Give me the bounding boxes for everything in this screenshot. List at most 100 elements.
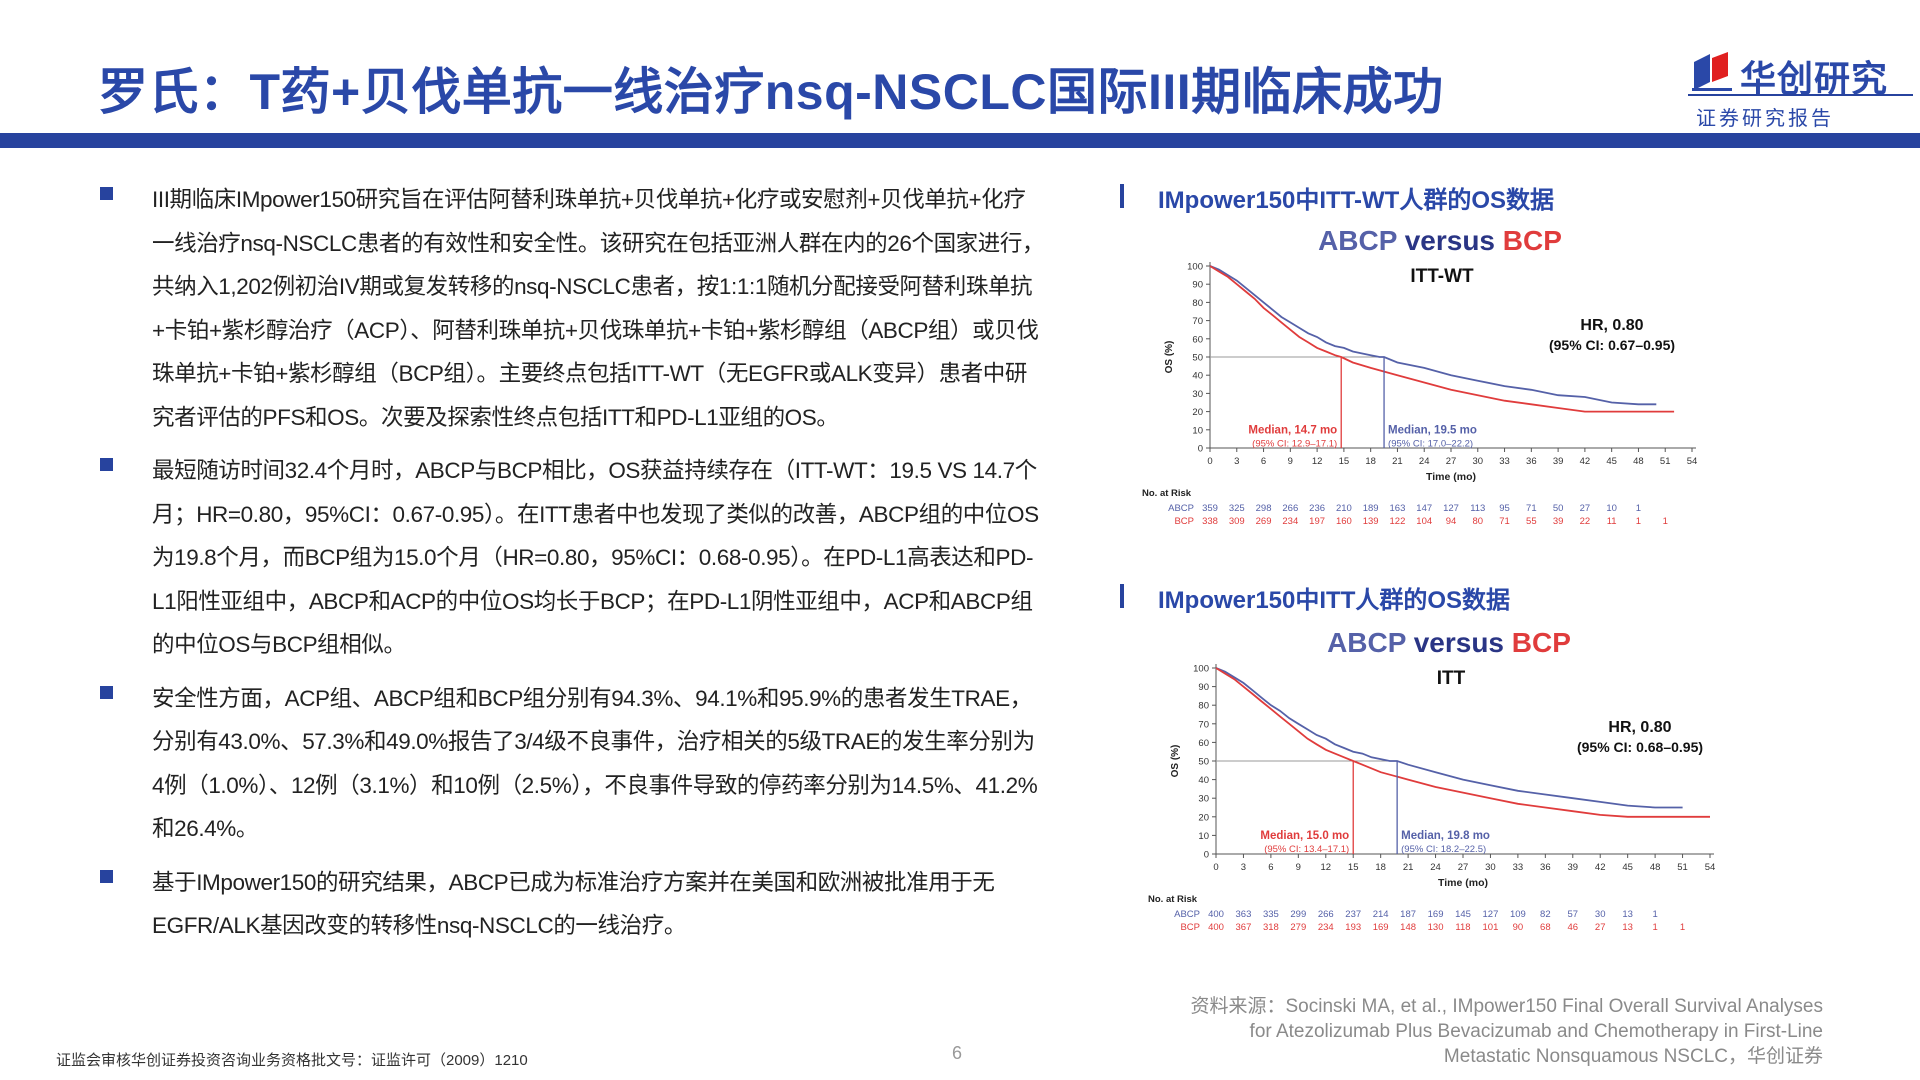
risk-count: 130: [1428, 922, 1444, 933]
risk-count: 57: [1567, 909, 1578, 920]
risk-count: 46: [1567, 922, 1578, 933]
chart-title: ABCP versus BCP: [1327, 627, 1571, 658]
x-tick-label: 6: [1261, 456, 1266, 467]
risk-row-label: BCP: [1174, 516, 1194, 527]
x-axis-label: Time (mo): [1438, 877, 1488, 889]
bullet-text: 安全性方面，ACP组、ABCP组和BCP组分别有94.3%、94.1%和95.9…: [152, 685, 1038, 842]
risk-count: 325: [1229, 503, 1245, 514]
median-label-bcp: Median, 15.0 mo: [1260, 830, 1349, 842]
y-tick-label: 50: [1192, 353, 1203, 364]
x-tick-label: 24: [1419, 456, 1430, 467]
risk-count: 279: [1290, 922, 1306, 933]
panel-title-itt: IMpower150中ITT人群的OS数据: [1158, 587, 1511, 614]
risk-count: 90: [1513, 922, 1524, 933]
risk-count: 193: [1345, 922, 1361, 933]
risk-count: 269: [1256, 516, 1272, 527]
bullet-square-icon: [100, 458, 113, 471]
risk-count: 234: [1318, 922, 1334, 933]
x-tick-label: 18: [1375, 862, 1386, 873]
risk-count: 68: [1540, 922, 1551, 933]
x-tick-label: 0: [1207, 456, 1212, 467]
x-tick-label: 3: [1234, 456, 1239, 467]
x-tick-label: 21: [1403, 862, 1414, 873]
risk-count: 1: [1636, 503, 1641, 514]
hazard-ratio-ci: (95% CI: 0.68–0.95): [1577, 739, 1703, 755]
risk-count: 109: [1510, 909, 1526, 920]
risk-count: 189: [1363, 503, 1379, 514]
bullet-item: 最短随访时间32.4个月时，ABCP与BCP相比，OS获益持续存在（ITT-WT…: [100, 449, 1045, 667]
bullet-item: 基于IMpower150的研究结果，ABCP已成为标准治疗方案并在美国和欧洲被批…: [100, 861, 1045, 948]
y-tick-label: 40: [1198, 775, 1209, 786]
median-ci-abcp: (95% CI: 18.2–22.5): [1401, 844, 1486, 855]
y-tick-label: 70: [1198, 719, 1209, 730]
chart-title-part: ABCP: [1318, 225, 1397, 256]
risk-count: 359: [1202, 503, 1218, 514]
y-axis-label: OS (%): [1170, 745, 1181, 778]
chart-title: ABCP versus BCP: [1318, 225, 1562, 256]
risk-count: 13: [1622, 909, 1633, 920]
source-note: 资料来源：Socinski MA, et al., IMpower150 Fin…: [1190, 996, 1824, 1067]
x-tick-label: 12: [1320, 862, 1331, 873]
median-ci-abcp: (95% CI: 17.0–22.2): [1388, 438, 1473, 449]
y-tick-label: 90: [1192, 280, 1203, 291]
x-tick-label: 54: [1687, 456, 1698, 467]
risk-count: 101: [1483, 922, 1499, 933]
x-tick-label: 0: [1213, 862, 1218, 873]
x-tick-label: 9: [1288, 456, 1293, 467]
x-tick-label: 9: [1296, 862, 1301, 873]
panel-title-itt-wt: IMpower150中ITT-WT人群的OS数据: [1158, 187, 1555, 214]
risk-count: 363: [1236, 909, 1252, 920]
x-tick-label: 51: [1660, 456, 1671, 467]
risk-count: 13: [1622, 922, 1633, 933]
x-tick-label: 15: [1348, 862, 1359, 873]
survival-curve-abcp: [1215, 667, 1683, 809]
risk-count: 11: [1607, 516, 1617, 527]
header-bar: [0, 133, 1920, 148]
risk-count: 139: [1363, 516, 1379, 527]
x-tick-label: 54: [1705, 862, 1716, 873]
bullet-item: III期临床IMpower150研究旨在评估阿替利珠单抗+贝伐单抗+化疗或安慰剂…: [100, 178, 1045, 439]
y-tick-label: 0: [1198, 444, 1203, 455]
risk-count: 118: [1455, 922, 1470, 933]
risk-count: 160: [1336, 516, 1352, 527]
y-tick-label: 20: [1192, 407, 1203, 418]
risk-count: 39: [1553, 516, 1564, 527]
risk-count: 163: [1390, 503, 1406, 514]
page-title: 罗氏：T药+贝伐单抗一线治疗nsq-NSCLC国际III期临床成功: [98, 64, 1444, 120]
x-tick-label: 30: [1485, 862, 1496, 873]
risk-count: 94: [1446, 516, 1457, 527]
footer-license: 证监会审核华创证券投资咨询业务资格批文号：证监许可（2009）1210: [56, 1052, 528, 1069]
x-tick-label: 45: [1606, 456, 1617, 467]
risk-count: 1: [1636, 516, 1641, 527]
risk-count: 1: [1652, 922, 1657, 933]
x-tick-label: 33: [1499, 456, 1510, 467]
risk-count: 236: [1309, 503, 1325, 514]
bullet-square-icon: [100, 685, 113, 699]
risk-count: 50: [1553, 503, 1564, 514]
bullet-text: 基于IMpower150的研究结果，ABCP已成为标准治疗方案并在美国和欧洲被批…: [152, 869, 995, 939]
survival-curve-bcp: [1209, 265, 1675, 413]
risk-count: 145: [1455, 909, 1471, 920]
x-tick-label: 39: [1553, 456, 1564, 467]
risk-count: 318: [1263, 922, 1279, 933]
risk-count: 299: [1290, 909, 1306, 920]
y-tick-label: 80: [1198, 701, 1209, 712]
y-tick-label: 70: [1192, 316, 1203, 327]
y-tick-label: 60: [1192, 334, 1203, 345]
logo-mark-icon: [1692, 52, 1732, 91]
risk-count: 27: [1595, 922, 1606, 933]
risk-count: 71: [1499, 516, 1510, 527]
risk-count: 113: [1470, 503, 1485, 514]
logo-name: 华创研究: [1740, 58, 1889, 99]
chart-subtitle: ITT: [1437, 668, 1466, 689]
bullet-square-icon: [100, 187, 113, 200]
x-tick-label: 48: [1633, 456, 1644, 467]
risk-count: 1: [1680, 922, 1685, 933]
bullet-text: 最短随访时间32.4个月时，ABCP与BCP相比，OS获益持续存在（ITT-WT…: [152, 458, 1039, 657]
chart-subtitle: ITT-WT: [1410, 266, 1474, 287]
risk-count: 148: [1400, 922, 1416, 933]
median-ci-bcp: (95% CI: 13.4–17.1): [1264, 844, 1349, 855]
x-tick-label: 12: [1312, 456, 1323, 467]
risk-count: 335: [1263, 909, 1279, 920]
bullet-list: III期临床IMpower150研究旨在评估阿替利珠单抗+贝伐单抗+化疗或安慰剂…: [100, 178, 1045, 958]
